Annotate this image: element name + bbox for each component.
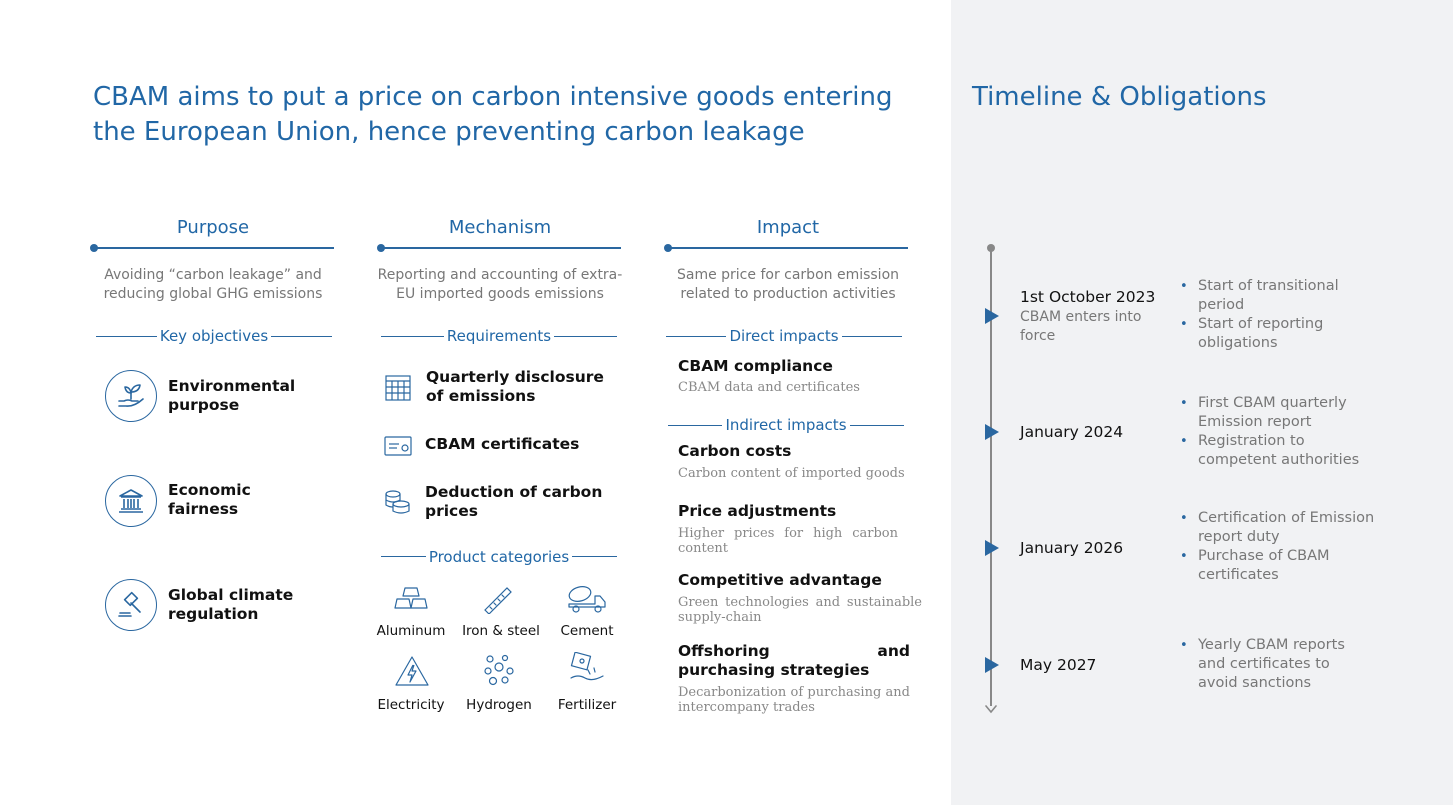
impact-item-title: CBAM compliance bbox=[678, 357, 833, 375]
milestone-marker-icon bbox=[985, 424, 999, 440]
milestone-marker-icon bbox=[985, 657, 999, 673]
mechanism-description: Reporting and accounting of extra-EU imp… bbox=[377, 267, 623, 302]
milestone-date: January 2026 bbox=[1020, 539, 1124, 557]
milestone-subtitle: CBAM enters into force bbox=[1020, 309, 1142, 344]
requirements-heading: Requirements bbox=[443, 327, 555, 345]
impact-item-desc: CBAM data and certificates bbox=[678, 380, 860, 395]
purpose-heading: Purpose bbox=[176, 217, 250, 238]
direct-impacts-heading-wrap: Direct impacts bbox=[666, 326, 902, 345]
timeline-axis bbox=[990, 248, 992, 706]
impact-item-title: Offshoring and purchasing strategies bbox=[678, 642, 910, 679]
objective-label: Economic fairness bbox=[168, 481, 251, 518]
objective-label: Environmental purpose bbox=[168, 377, 296, 414]
impact-item-title: Price adjustments bbox=[678, 502, 837, 520]
obligation-item: Yearly CBAM reports and certificates to … bbox=[1178, 636, 1353, 693]
mechanism-heading: Mechanism bbox=[448, 217, 552, 238]
impact-item-desc: Higher prices for high carbon content bbox=[678, 526, 898, 556]
milestone-marker-icon bbox=[985, 540, 999, 556]
plant-hand-icon bbox=[105, 370, 157, 422]
categories-heading: Product categories bbox=[425, 548, 573, 566]
impact-item-desc: Decarbonization of purchasing and interc… bbox=[678, 685, 910, 715]
lightning-icon bbox=[394, 655, 430, 687]
molecules-icon bbox=[482, 653, 516, 687]
category-label: Cement bbox=[560, 623, 614, 639]
milestone-date: May 2027 bbox=[1020, 656, 1097, 674]
purpose-rule bbox=[94, 247, 334, 249]
calendar-grid-icon bbox=[385, 375, 411, 401]
obligation-item: Start of transitional period bbox=[1178, 277, 1378, 315]
purpose-description: Avoiding “carbon leakage” and reducing g… bbox=[103, 267, 323, 302]
direct-impacts-heading: Direct impacts bbox=[726, 327, 842, 345]
obligation-item: First CBAM quarterly Emission report bbox=[1178, 394, 1378, 432]
impact-description: Same price for carbon emission related t… bbox=[676, 267, 900, 302]
requirements-heading-wrap: Requirements bbox=[381, 326, 617, 345]
impact-heading: Impact bbox=[756, 217, 820, 238]
indirect-impacts-heading: Indirect impacts bbox=[722, 416, 850, 434]
coins-icon bbox=[383, 488, 413, 516]
objective-label: Global climate regulation bbox=[168, 586, 294, 623]
milestone-obligations: Yearly CBAM reports and certificates to … bbox=[1178, 636, 1353, 693]
obligation-item: Registration to competent authorities bbox=[1178, 432, 1378, 470]
impact-item-title: Carbon costs bbox=[678, 442, 792, 460]
fertilizer-icon bbox=[568, 652, 606, 688]
category-label: Fertilizer bbox=[557, 697, 617, 713]
milestone-date: 1st October 2023 bbox=[1020, 288, 1156, 306]
steel-bar-icon bbox=[481, 584, 515, 614]
key-objectives-heading: Key objectives bbox=[156, 327, 272, 345]
cement-truck-icon bbox=[567, 584, 607, 614]
obligation-item: Start of reporting obligations bbox=[1178, 315, 1378, 353]
impact-item-desc: Green technologies and sustainable suppl… bbox=[678, 595, 922, 625]
category-label: Aluminum bbox=[376, 623, 446, 639]
impact-rule bbox=[668, 247, 908, 249]
milestone-marker-icon bbox=[985, 308, 999, 324]
certificate-icon bbox=[384, 436, 412, 456]
requirement-label: Deduction of carbon prices bbox=[425, 483, 603, 520]
obligation-item: Certification of Emission report duty bbox=[1178, 509, 1378, 547]
timeline-title: Timeline & Obligations bbox=[972, 82, 1267, 112]
requirement-label: CBAM certificates bbox=[425, 435, 580, 453]
impact-item-title: Competitive advantage bbox=[678, 571, 882, 589]
category-label: Electricity bbox=[377, 697, 445, 713]
page-title: CBAM aims to put a price on carbon inten… bbox=[93, 82, 893, 147]
ingots-icon bbox=[394, 584, 428, 612]
timeline-end-arrow-icon bbox=[985, 700, 997, 714]
category-label: Hydrogen bbox=[466, 697, 532, 713]
mechanism-rule bbox=[381, 247, 621, 249]
obligation-item: Purchase of CBAM certificates bbox=[1178, 547, 1378, 585]
impact-item-desc: Carbon content of imported goods bbox=[678, 466, 905, 481]
gavel-icon bbox=[105, 579, 157, 631]
milestone-date: January 2024 bbox=[1020, 423, 1124, 441]
indirect-impacts-heading-wrap: Indirect impacts bbox=[668, 415, 904, 434]
category-label: Iron & steel bbox=[462, 623, 540, 639]
milestone-obligations: Certification of Emission report duty Pu… bbox=[1178, 509, 1378, 585]
bank-building-icon bbox=[105, 475, 157, 527]
milestone-obligations: Start of transitional period Start of re… bbox=[1178, 277, 1378, 353]
requirement-label: Quarterly disclosure of emissions bbox=[426, 368, 604, 405]
key-objectives-heading-wrap: Key objectives bbox=[96, 326, 332, 345]
categories-heading-wrap: Product categories bbox=[381, 547, 617, 566]
milestone-obligations: First CBAM quarterly Emission report Reg… bbox=[1178, 394, 1378, 470]
